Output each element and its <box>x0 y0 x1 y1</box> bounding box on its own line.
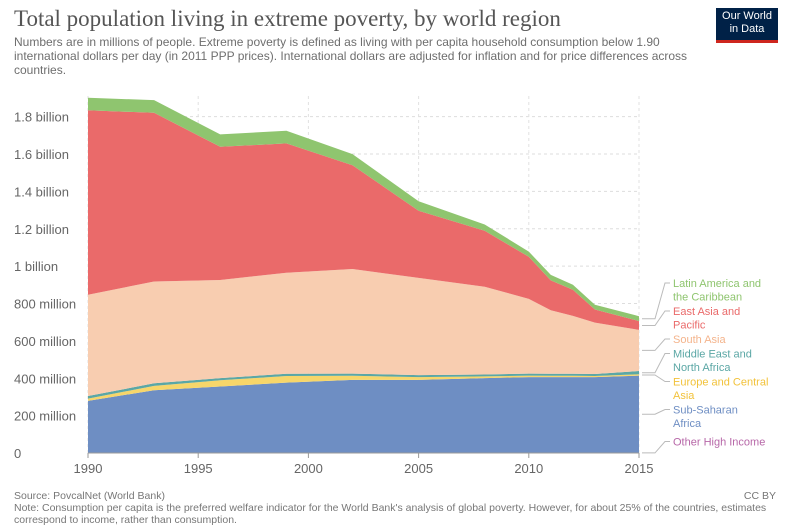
legend-label-europe-and-central-asia: Europe and Central Asia <box>673 377 768 403</box>
legend-label-east-asia-and-pacific: East Asia and Pacific <box>673 306 740 332</box>
license-link[interactable]: CC BY <box>743 490 776 502</box>
legend-leader-europe-and-central-asia <box>642 374 670 382</box>
area-middle-east-and-north-africa <box>88 371 639 399</box>
footer: Source: PovcalNet (World Bank) Note: Con… <box>14 490 776 526</box>
area-latin-america-and-the-caribbean <box>88 97 639 322</box>
axes: 0 200 million 400 million 600 million 800 mi… <box>14 110 653 476</box>
y-tick-label: 400 million <box>14 371 76 386</box>
y-tick-label: 1.6 billion <box>14 147 69 162</box>
x-tick-label: 2005 <box>404 461 433 476</box>
legend-label-line: Sub-Saharan <box>673 405 738 417</box>
legend-label-line: Pacific <box>673 320 706 332</box>
source-text: Source: PovcalNet (World Bank) <box>14 490 165 502</box>
legend-label-line: Middle East and <box>673 349 752 361</box>
x-tick-label: 2000 <box>294 461 323 476</box>
y-tick-label: 1.4 billion <box>14 184 69 199</box>
area-europe-and-central-asia <box>88 374 639 401</box>
legend-leader-middle-east-and-north-africa <box>642 353 670 374</box>
y-tick-label: 200 million <box>14 409 76 424</box>
legend: Latin America and the Caribbean East Asia … <box>642 278 768 454</box>
legend-label-line: Latin America and <box>673 278 761 290</box>
area-chart: 0 200 million 400 million 600 million 800 mi… <box>14 96 768 476</box>
y-tick-label: 1 billion <box>14 259 58 274</box>
legend-label-other-high-income: Other High Income <box>673 437 765 449</box>
area-south-asia <box>88 269 639 396</box>
legend-label-middle-east-and-north-africa: Middle East and North Africa <box>673 349 752 375</box>
legend-leader-south-asia <box>642 338 670 351</box>
area-sub-saharan-africa <box>88 375 639 453</box>
y-tick-label: 1.8 billion <box>14 110 69 125</box>
chart-title: Total population living in extreme pover… <box>14 6 561 31</box>
legend-label-line: North Africa <box>673 362 731 374</box>
legend-label-line: Africa <box>673 418 702 430</box>
legend-leader-east-asia-and-pacific <box>642 310 670 326</box>
owid-logo[interactable]: Our World in Data <box>716 8 778 43</box>
legend-label-south-asia: South Asia <box>673 334 726 346</box>
area-east-asia-and-pacific <box>88 110 639 330</box>
legend-label-sub-saharan-africa: Sub-Saharan Africa <box>673 405 738 431</box>
logo-line-2: in Data <box>729 23 765 35</box>
logo-line-1: Our World <box>722 10 772 22</box>
legend-leader-latin-america-and-the-caribbean <box>642 282 670 320</box>
legend-label-latin-america-and-the-caribbean: Latin America and the Caribbean <box>673 278 761 304</box>
x-tick-label: 2010 <box>514 461 543 476</box>
legend-leader-sub-saharan-africa <box>642 409 670 415</box>
y-tick-label: 600 million <box>14 334 76 349</box>
note-text: Note: Consumption per capita is the pref… <box>14 502 767 526</box>
legend-label-line: South Asia <box>673 334 726 346</box>
x-tick-label: 1990 <box>74 461 103 476</box>
chart-subtitle: Numbers are in millions of people. Extre… <box>14 35 688 77</box>
y-tick-label: 0 <box>14 446 21 461</box>
y-tick-label: 800 million <box>14 297 76 312</box>
y-tick-label: 1.2 billion <box>14 222 69 237</box>
legend-label-line: Other High Income <box>673 437 765 449</box>
x-tick-label: 1995 <box>184 461 213 476</box>
legend-leader-other-high-income <box>642 441 670 454</box>
series-areas <box>88 97 639 453</box>
legend-label-line: Asia <box>673 390 695 402</box>
legend-label-line: East Asia and <box>673 306 740 318</box>
x-tick-label: 2015 <box>625 461 654 476</box>
legend-label-line: Europe and Central <box>673 377 768 389</box>
legend-label-line: the Caribbean <box>673 292 742 304</box>
